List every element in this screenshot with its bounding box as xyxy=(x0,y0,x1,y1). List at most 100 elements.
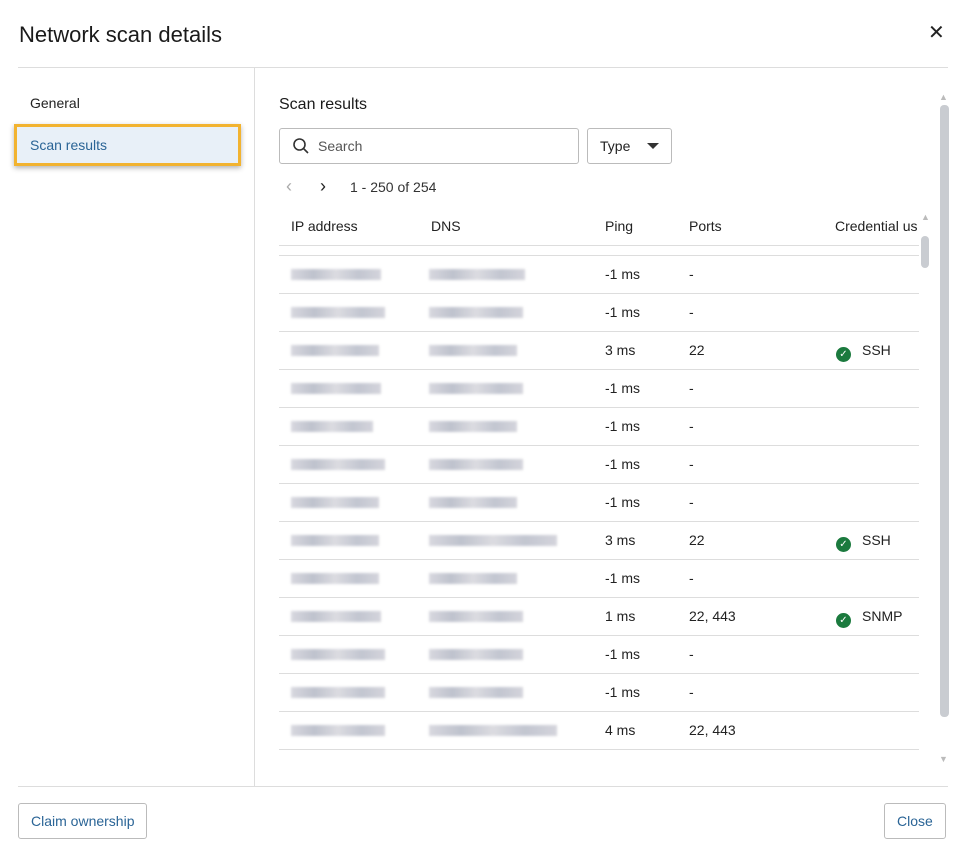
check-circle-icon: ✓ xyxy=(836,537,851,552)
redacted-dns xyxy=(429,307,523,318)
close-icon[interactable]: ✕ xyxy=(928,22,945,44)
redacted-ip xyxy=(291,725,385,736)
ping-cell: -1 ms xyxy=(605,456,640,472)
divider xyxy=(18,786,948,787)
table-row[interactable]: -1 ms - xyxy=(279,636,919,674)
scroll-up-icon[interactable]: ▲ xyxy=(939,92,948,102)
divider xyxy=(254,68,255,786)
ping-cell: -1 ms xyxy=(605,380,640,396)
credential-label: SNMP xyxy=(862,608,903,624)
redacted-dns xyxy=(429,573,517,584)
table-row[interactable]: -1 ms - xyxy=(279,674,919,712)
credential-label: SSH xyxy=(862,532,891,548)
credential-cell: ✓ SSH xyxy=(836,532,891,552)
ports-cell: 22 xyxy=(689,532,705,548)
redacted-dns xyxy=(429,687,523,698)
redacted-dns xyxy=(429,459,523,470)
ping-cell: 4 ms xyxy=(605,722,636,738)
caret-down-icon xyxy=(647,143,659,149)
section-title: Scan results xyxy=(279,96,368,113)
ping-cell: 3 ms xyxy=(605,532,636,548)
table-row[interactable]: -1 ms- xyxy=(279,408,919,446)
ports-cell: - xyxy=(689,494,694,510)
column-header-ping[interactable]: Ping xyxy=(605,218,634,234)
credential-cell: ✓ SSH xyxy=(836,342,891,362)
redacted-dns xyxy=(429,497,517,508)
redacted-ip xyxy=(291,383,381,394)
pagination: ‹ › 1 - 250 of 254 xyxy=(286,176,436,197)
redacted-ip xyxy=(291,573,379,584)
sidebar-item-scan-results[interactable]: Scan results xyxy=(14,124,241,166)
column-header-ip[interactable]: IP address xyxy=(291,218,358,234)
redacted-dns xyxy=(429,535,557,546)
dialog-scrollbar[interactable] xyxy=(940,105,949,717)
table-row[interactable]: -1 ms - xyxy=(279,484,919,522)
check-circle-icon: ✓ xyxy=(836,347,851,362)
ports-cell: - xyxy=(689,684,694,700)
table-row[interactable]: -1 ms - xyxy=(279,256,919,294)
redacted-ip xyxy=(291,421,373,432)
ping-cell: -1 ms xyxy=(605,570,640,586)
ping-cell: 1 ms xyxy=(605,608,636,624)
type-filter-label: Type xyxy=(600,138,631,154)
table-row[interactable]: -1 ms - xyxy=(279,560,919,598)
redacted-dns xyxy=(429,345,517,356)
column-header-ports[interactable]: Ports xyxy=(689,218,722,234)
scroll-down-icon[interactable]: ▼ xyxy=(939,754,948,764)
ping-cell: -1 ms xyxy=(605,304,640,320)
type-filter-dropdown[interactable]: Type xyxy=(587,128,672,164)
search-input[interactable]: Search xyxy=(279,128,579,164)
check-circle-icon: ✓ xyxy=(836,613,851,628)
redacted-dns xyxy=(429,383,523,394)
redacted-dns xyxy=(429,725,557,736)
table-row[interactable]: 3 ms 22 ✓ SSH xyxy=(279,522,919,560)
redacted-ip xyxy=(291,649,385,660)
redacted-ip xyxy=(291,345,379,356)
redacted-ip xyxy=(291,307,385,318)
ping-cell: -1 ms xyxy=(605,266,640,282)
table-row[interactable]: -1 ms - xyxy=(279,294,919,332)
column-header-dns[interactable]: DNS xyxy=(431,218,461,234)
ping-cell: -1 ms xyxy=(605,494,640,510)
search-placeholder: Search xyxy=(318,138,363,154)
table-row[interactable]: -1 ms- xyxy=(279,246,919,256)
ping-cell: 3 ms xyxy=(605,342,636,358)
credential-cell: ✓ SNMP xyxy=(836,608,902,628)
table-row[interactable]: 1 ms 22, 443 ✓ SNMP xyxy=(279,598,919,636)
sidebar-item-general[interactable]: General xyxy=(30,95,80,111)
ping-cell: -1 ms xyxy=(605,418,640,434)
redacted-dns xyxy=(429,649,523,660)
credential-label: SSH xyxy=(862,342,891,358)
ping-cell: -1 ms xyxy=(605,684,640,700)
redacted-ip xyxy=(291,497,379,508)
dialog-title: Network scan details xyxy=(19,22,222,47)
close-button[interactable]: Close xyxy=(884,803,946,839)
table-row[interactable]: -1 ms - xyxy=(279,370,919,408)
redacted-ip xyxy=(291,535,379,546)
divider xyxy=(279,245,919,246)
ports-cell: - xyxy=(689,570,694,586)
table-scrollbar[interactable] xyxy=(921,236,929,268)
chevron-right-icon[interactable]: › xyxy=(320,176,326,196)
table-row[interactable]: 4 ms 22, 443 xyxy=(279,712,919,750)
ports-cell: - xyxy=(689,646,694,662)
divider xyxy=(18,67,948,68)
redacted-dns xyxy=(429,269,525,280)
table-row[interactable]: 3 ms 22 ✓ SSH xyxy=(279,332,919,370)
ports-cell: 22, 443 xyxy=(689,608,736,624)
redacted-ip xyxy=(291,687,385,698)
table-scroll-up-icon[interactable]: ▲ xyxy=(921,212,930,222)
column-header-credential[interactable]: Credential us xyxy=(835,218,918,234)
ports-cell: - xyxy=(689,456,694,472)
redacted-ip xyxy=(291,611,381,622)
ping-cell: -1 ms xyxy=(605,646,640,662)
redacted-ip xyxy=(291,269,381,280)
table-row[interactable]: -1 ms - xyxy=(279,446,919,484)
ports-cell: - xyxy=(689,304,694,320)
claim-ownership-button[interactable]: Claim ownership xyxy=(18,803,148,839)
ports-cell: - xyxy=(689,380,694,396)
pagination-range: 1 - 250 of 254 xyxy=(350,178,437,195)
chevron-left-icon[interactable]: ‹ xyxy=(286,176,292,196)
ports-cell: - xyxy=(689,266,694,282)
